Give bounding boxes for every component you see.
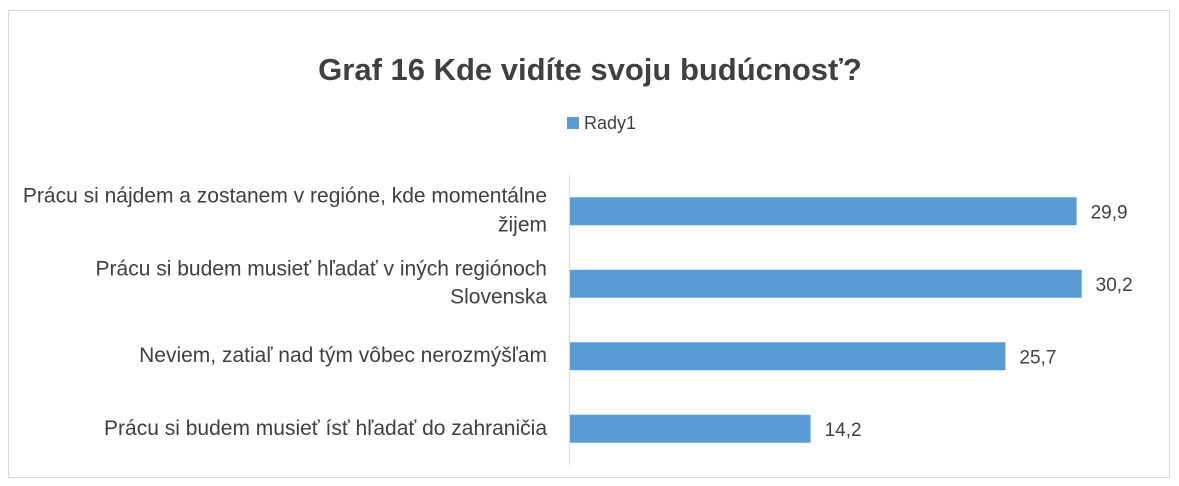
bar xyxy=(570,269,1082,298)
bar xyxy=(570,197,1077,226)
data-label: 30,2 xyxy=(1096,275,1133,296)
data-label: 14,2 xyxy=(825,420,862,441)
legend-swatch xyxy=(567,117,579,129)
category-label: Prácu si budem musieť hľadať v iných reg… xyxy=(95,257,547,309)
chart-frame xyxy=(8,10,1170,478)
category-label: Prácu si nájdem a zostanem v regióne, kd… xyxy=(22,184,547,237)
chart-title: Graf 16 Kde vidíte svoju budúcnosť? xyxy=(318,52,862,87)
data-label: 25,7 xyxy=(1019,347,1056,368)
bar xyxy=(570,414,811,443)
legend-label: Rady1 xyxy=(584,113,636,133)
category-label: Neviem, zatiaľ nad tým vôbec nerozmýšľam xyxy=(139,344,547,368)
category-label: Prácu si budem musieť ísť hľadať do zahr… xyxy=(104,416,547,440)
data-label: 29,9 xyxy=(1091,202,1128,223)
bar xyxy=(570,342,1006,371)
